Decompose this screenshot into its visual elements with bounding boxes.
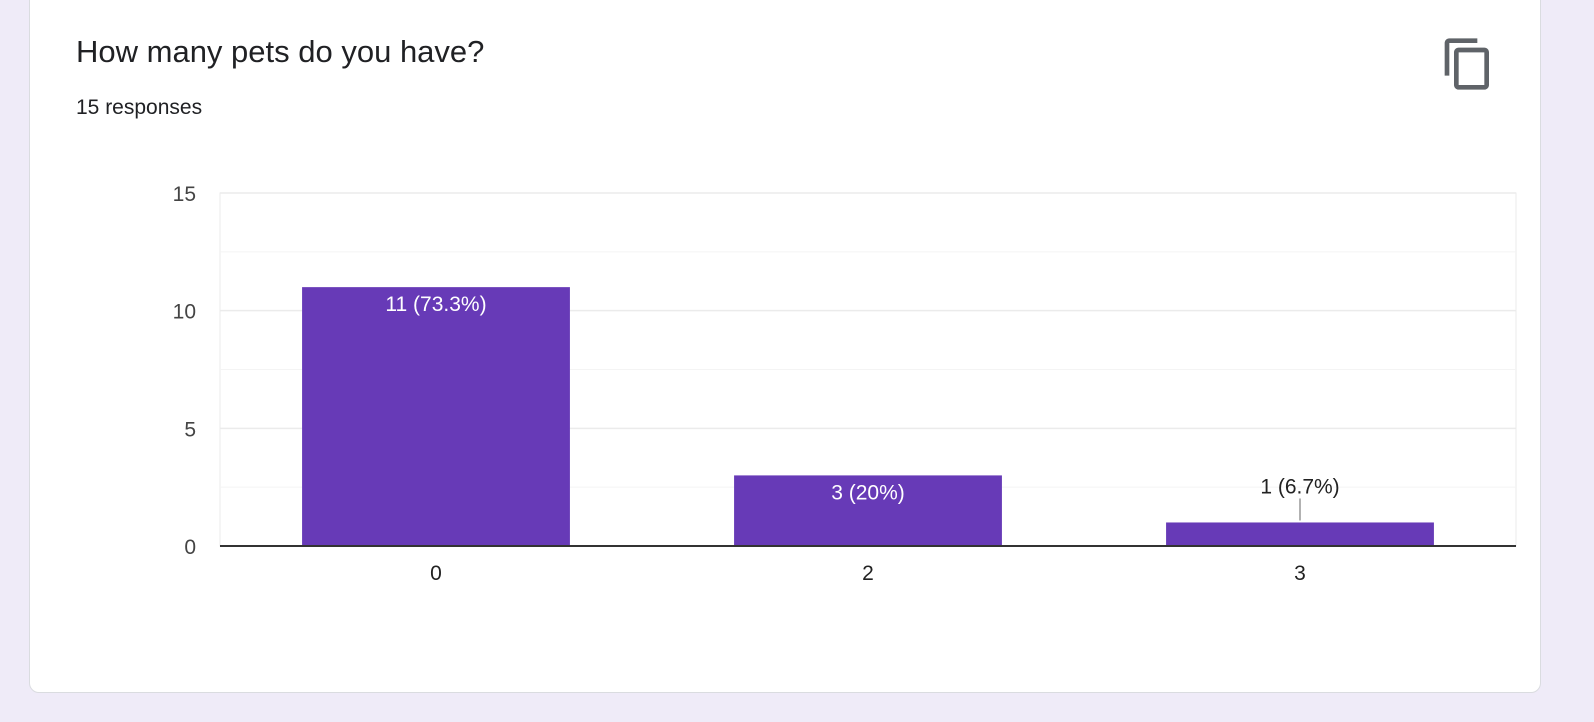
data-label: 3 (20%)	[831, 481, 905, 504]
copy-chart-button[interactable]	[1440, 36, 1496, 92]
y-tick-label: 5	[184, 418, 196, 441]
bar-3	[1166, 522, 1434, 546]
question-title: How many pets do you have?	[76, 34, 485, 69]
data-label: 11 (73.3%)	[385, 293, 486, 316]
y-tick-label: 0	[184, 536, 196, 559]
summary-card	[29, 0, 1541, 693]
data-label: 1 (6.7%)	[1260, 475, 1339, 498]
copy-icon	[1444, 38, 1489, 90]
x-tick-label: 2	[862, 562, 874, 585]
y-tick-label: 10	[173, 301, 196, 324]
x-tick-label: 0	[430, 562, 442, 585]
bar-0	[302, 287, 570, 546]
bar-2	[734, 475, 1002, 546]
response-count: 15 responses	[76, 96, 203, 119]
y-tick-label: 15	[173, 183, 196, 206]
x-tick-label: 3	[1294, 562, 1306, 585]
